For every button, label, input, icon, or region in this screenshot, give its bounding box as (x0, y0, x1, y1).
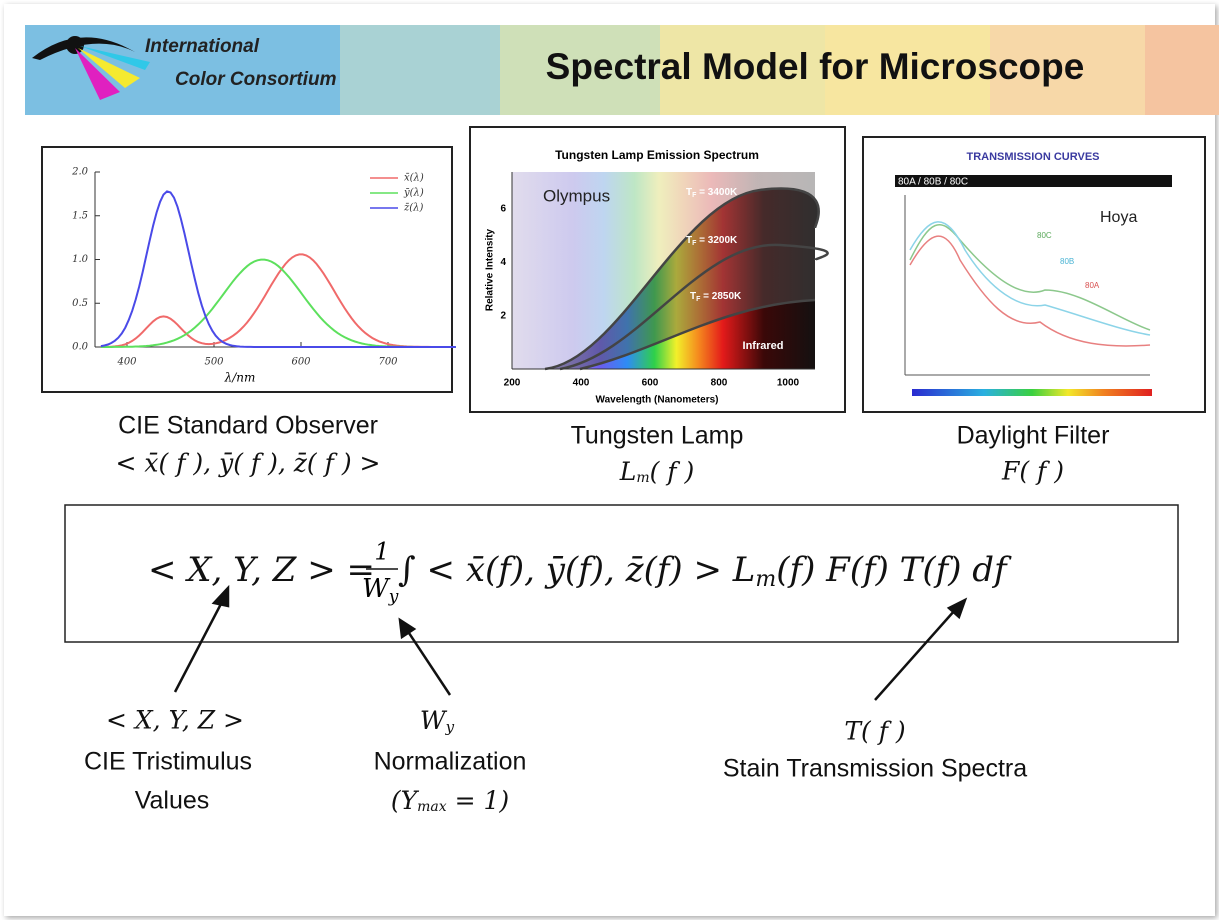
y-label: Relative Intensity (485, 228, 496, 311)
y-tick-label: 1.5 (72, 210, 88, 221)
annotation-symbol: T( f ) (844, 717, 905, 746)
header: International Color Consortium Spectral … (25, 25, 1219, 115)
annotation-text: Values (135, 787, 210, 815)
symbol: F( f ) (1001, 457, 1064, 486)
y-tick-label: 0.5 (72, 298, 88, 309)
note-sub: max (417, 799, 447, 815)
symbol: Lm( f ) (619, 457, 695, 487)
equation-rhs: ∫ < x̄(f), ȳ(f), z̄(f) > Lm(f) F(f) T(f)… (398, 550, 1012, 592)
annotation-text: CIE Tristimulus (84, 748, 252, 776)
slide-title: Spectral Model for Microscope (546, 46, 1085, 87)
symbol-sub: y (445, 718, 455, 736)
curve-label: 80C (1037, 231, 1052, 240)
label-text: = 3400K (696, 187, 738, 198)
brand: Hoya (1100, 209, 1137, 226)
chart-title: TRANSMISSION CURVES (966, 151, 1099, 163)
brand: Olympus (543, 186, 610, 205)
x-tick-label: 400 (573, 378, 590, 389)
symbol-tail: ( f ) (650, 457, 695, 486)
x-tick-label: 500 (204, 357, 224, 368)
x-label: Wavelength (Nanometers) (596, 395, 719, 406)
caption: CIE Standard Observer (118, 412, 378, 440)
equation-lhs: < X, Y, Z > = (148, 550, 375, 590)
x-tick-label: 200 (504, 378, 521, 389)
legend-label: z̄(λ) (403, 203, 424, 214)
cie-figure: λ/nm 0.0 0.5 1.0 1.5 2.0 400 500 600 700 x̄(λ) ȳ(λ… (42, 147, 456, 392)
tungsten-figure: Tungsten Lamp Emission Spectrum Olympus … (470, 127, 845, 412)
den-base: W (362, 574, 391, 604)
fraction-num: 1 (374, 538, 389, 566)
region-label: Infrared (743, 340, 784, 352)
caption: Tungsten Lamp (571, 422, 744, 450)
x-label: λ/nm (224, 371, 256, 385)
symbol: < x̄( f ), ȳ( f ), z̄( f ) > (116, 449, 381, 478)
logo-text: International (145, 36, 260, 57)
curve-label: 80B (1060, 257, 1074, 266)
rhs-sub: m (755, 567, 776, 592)
label-text: = 3200K (696, 235, 738, 246)
y-tick-label: 4 (500, 257, 506, 268)
x-tick-label: 800 (711, 378, 728, 389)
y-tick-label: 0.0 (72, 342, 89, 353)
symbol-sub: m (636, 470, 649, 486)
y-tick-label: 6 (500, 204, 506, 215)
annotation-text: Normalization (374, 748, 527, 776)
rhs-tail: (f) F(f) T(f) df (776, 550, 1012, 590)
legend-label: ȳ(λ) (403, 188, 424, 199)
note-open: (Y (391, 786, 420, 815)
curve-label: 80A (1085, 281, 1100, 290)
logo-text: Color Consortium (175, 69, 337, 90)
y-tick-label: 2.0 (71, 167, 89, 178)
annotation-note: (Ymax = 1) (391, 786, 509, 816)
x-tick-label: 400 (116, 357, 137, 368)
x-tick-label: 600 (642, 378, 659, 389)
filter-figure: TRANSMISSION CURVES 80A / 80B / 80C Hoya… (863, 137, 1205, 412)
bar-label: 80A / 80B / 80C (898, 177, 968, 188)
slide: International Color Consortium Spectral … (0, 0, 1219, 920)
label-text: = 2850K (700, 291, 742, 302)
rhs: ∫ < x̄(f), ȳ(f), z̄(f) > L (398, 550, 755, 590)
symbol-base: W (420, 706, 448, 735)
y-tick-label: 2 (500, 311, 506, 322)
note-close: = 1) (447, 786, 510, 815)
legend-label: x̄(λ) (404, 173, 424, 184)
annotation-text: Stain Transmission Spectra (723, 755, 1027, 783)
y-tick-label: 1.0 (72, 254, 89, 265)
chart-title: Tungsten Lamp Emission Spectrum (555, 148, 759, 162)
caption: Daylight Filter (957, 422, 1110, 450)
x-tick-label: 1000 (777, 378, 800, 389)
x-tick-label: 600 (291, 357, 311, 368)
annotation-symbol: < X, Y, Z > (106, 706, 244, 735)
symbol-base: L (619, 457, 637, 486)
x-tick-label: 700 (378, 357, 398, 368)
